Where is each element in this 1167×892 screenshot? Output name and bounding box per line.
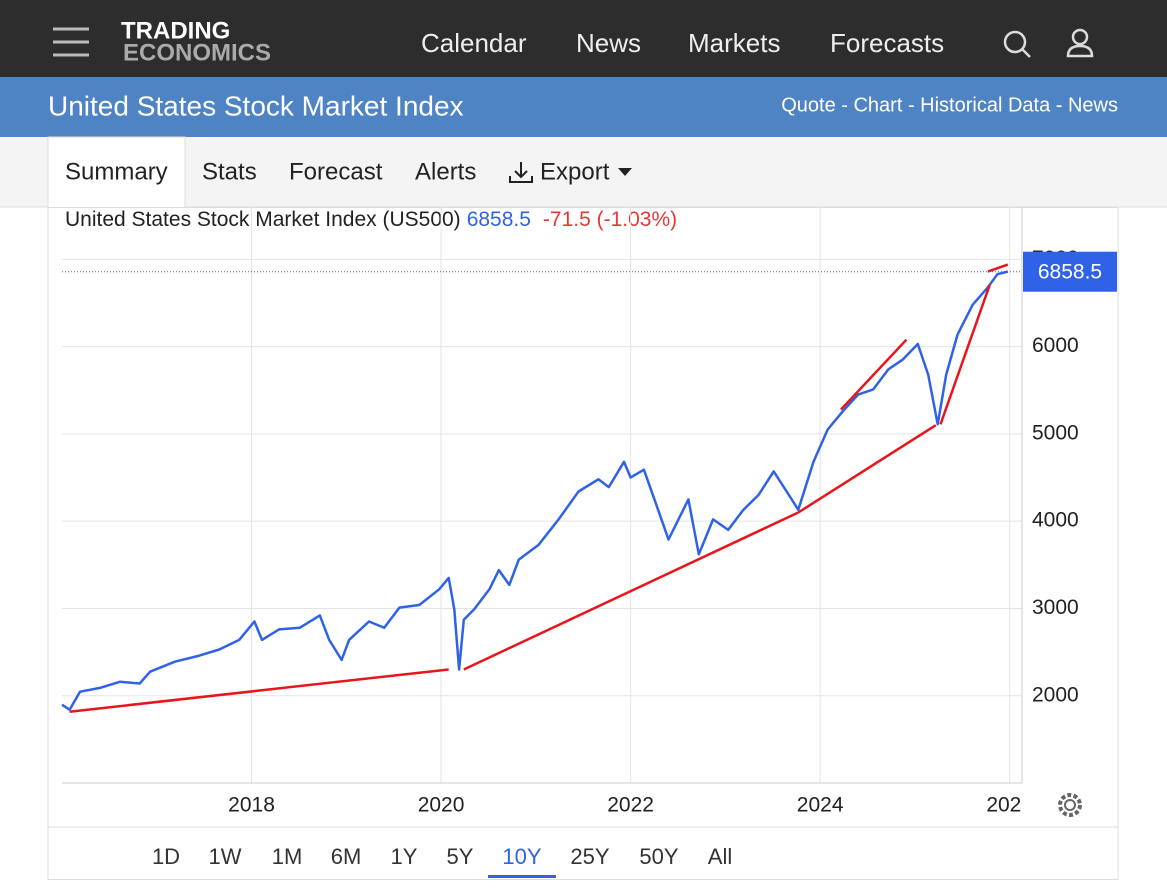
tab[interactable]: Stats	[202, 158, 257, 185]
range-button[interactable]: 1W	[209, 844, 242, 869]
range-button[interactable]: 50Y	[639, 844, 678, 869]
trend-line	[797, 424, 937, 514]
trend-line	[840, 338, 908, 411]
x-tick-label: 2026	[986, 794, 1033, 817]
trend-line	[69, 668, 449, 713]
tab-bar	[0, 137, 1167, 207]
user-icon[interactable]	[1066, 28, 1094, 58]
page-title: United States Stock Market Index	[48, 90, 464, 121]
x-tick-label: 2020	[418, 794, 465, 817]
y-tick-label: 5000	[1032, 421, 1079, 444]
range-button[interactable]: 5Y	[447, 844, 474, 869]
title-bar	[0, 77, 1167, 137]
quote-name: United States Stock Market Index (US500)	[65, 208, 461, 231]
y-tick-label: 2000	[1032, 683, 1079, 706]
range-button[interactable]: All	[708, 844, 732, 869]
tab[interactable]: Export	[540, 158, 610, 185]
range-button[interactable]: 25Y	[570, 844, 609, 869]
settings-icon[interactable]	[1058, 793, 1082, 817]
nav-link[interactable]: Markets	[688, 28, 780, 58]
plot-area: 2018 2020 2022 2024 2026	[61, 207, 1033, 817]
range-button[interactable]: 1M	[272, 844, 303, 869]
y-tick-label: 6000	[1032, 334, 1079, 357]
quote-change: -71.5 (-1.03%)	[543, 208, 677, 231]
range-underline	[488, 875, 556, 878]
nav-link[interactable]: News	[576, 28, 641, 58]
tab[interactable]: Forecast	[289, 158, 383, 185]
nav-link[interactable]: Calendar	[421, 28, 527, 58]
range-button[interactable]: 1D	[152, 844, 180, 869]
last-value-label: 6858.5	[1038, 260, 1102, 283]
quote-line: United States Stock Market Index (US500)…	[65, 208, 677, 231]
active-tab	[47, 136, 186, 209]
range-button[interactable]: 10Y	[502, 844, 541, 869]
logo[interactable]: TRADING	[121, 17, 230, 44]
trend-line	[939, 284, 991, 425]
range-button[interactable]: 6M	[331, 844, 362, 869]
price-line	[61, 270, 1009, 711]
trend-line	[987, 263, 1009, 273]
logo[interactable]: ECONOMICS	[123, 39, 271, 66]
quote-price: 6858.5	[467, 208, 531, 231]
tab[interactable]: Alerts	[415, 158, 476, 185]
y-tick-label: 3000	[1032, 596, 1079, 619]
x-tick-label: 2018	[228, 794, 275, 817]
menu-icon[interactable]	[53, 27, 89, 57]
chart-panel	[47, 207, 1119, 880]
x-tick-label: 2022	[607, 794, 654, 817]
section-links[interactable]: Quote - Chart - Historical Data - News	[781, 94, 1118, 116]
last-value-badge	[1023, 251, 1117, 292]
y-tick-label: 4000	[1032, 509, 1079, 532]
top-bar	[0, 0, 1167, 77]
nav-link[interactable]: Forecasts	[830, 28, 944, 58]
x-tick-label: 2024	[797, 794, 844, 817]
trend-line	[463, 511, 799, 671]
dropdown-caret[interactable]	[618, 168, 632, 176]
search-icon[interactable]	[1003, 30, 1031, 58]
tab[interactable]: Summary	[65, 158, 168, 185]
range-button[interactable]: 1Y	[391, 844, 418, 869]
export-icon[interactable]	[509, 162, 533, 183]
